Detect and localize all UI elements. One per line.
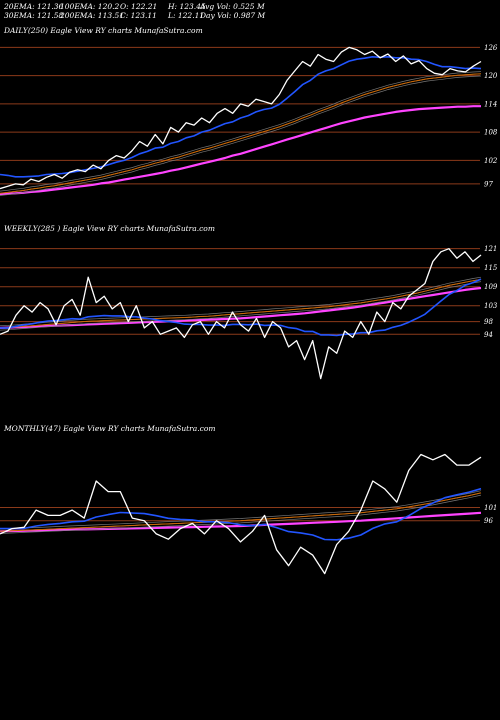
weekly-ema-band-line	[0, 281, 482, 331]
monthly-price-line	[0, 453, 482, 575]
weekly-ema-100-line	[0, 278, 482, 329]
monthly-ema-fast-line	[0, 487, 482, 541]
daily-ema-band-line	[0, 71, 482, 192]
monthly-chart-panel: MONTHLY(47) Eagle View RY charts MunafaS…	[0, 424, 500, 624]
weekly-chart-panel: WEEKLY(285 ) Eagle View RY charts Munafa…	[0, 224, 500, 410]
monthly-ema-band-line	[0, 494, 482, 534]
daily-level-label: 126	[484, 44, 498, 52]
daily-ema-200-line	[0, 105, 481, 196]
header-30ema: 30EMA: 121.58	[4, 11, 64, 20]
header-low: L: 122.11	[168, 11, 205, 20]
daily-chart-title: DAILY(250) Eagle View RY charts MunafaSu…	[4, 26, 203, 35]
daily-chart-panel: DAILY(250) Eagle View RY charts MunafaSu…	[0, 26, 500, 206]
header-high: H: 123.45	[168, 2, 206, 11]
daily-ema-fast-line	[0, 55, 482, 178]
weekly-level-label: 115	[484, 264, 498, 272]
weekly-level-label: 121	[484, 245, 497, 253]
daily-level-label: 108	[484, 129, 498, 137]
daily-level-label: 97	[484, 180, 493, 188]
daily-ema-band-line	[0, 73, 482, 194]
weekly-level-label: 98	[484, 318, 493, 326]
indicator-header: 20EMA: 121.36 100EMA: 120.2 O: 122.21 H:…	[0, 0, 500, 22]
weekly-level-label: 109	[484, 283, 498, 291]
monthly-level-label: 96	[484, 517, 493, 525]
weekly-chart-title: WEEKLY(285 ) Eagle View RY charts Munafa…	[4, 224, 215, 233]
monthly-chart: 101 96	[0, 453, 497, 575]
monthly-ema-band-line	[0, 490, 482, 530]
daily-ema-100-line	[0, 73, 482, 194]
weekly-ema-200-line	[0, 286, 482, 329]
header-open: O: 122.21	[120, 2, 158, 11]
monthly-level-label: 101	[484, 504, 497, 512]
monthly-ema-200-line	[0, 511, 482, 533]
weekly-chart: 121 115 109 103 98 94	[0, 245, 498, 380]
weekly-level-label: 94	[484, 331, 493, 339]
header-day-vol: Day Vol: 0.987 M	[200, 11, 266, 20]
header-20ema: 20EMA: 121.36	[4, 2, 64, 11]
daily-ema-band-line	[0, 75, 482, 196]
header-avg-vol: Avg Vol: 0.525 M	[200, 2, 265, 11]
header-close: C: 123.11	[120, 11, 157, 20]
monthly-ema-100-line	[0, 492, 482, 532]
header-100ema: 100EMA: 120.2	[60, 2, 120, 11]
weekly-price-line	[0, 248, 482, 380]
daily-level-label: 102	[484, 157, 498, 165]
daily-price-line	[0, 46, 482, 190]
weekly-ema-fast-line	[0, 278, 482, 337]
daily-chart: 126 120 114 108 102 97	[0, 44, 498, 196]
daily-level-label: 120	[484, 72, 498, 80]
daily-level-label: 114	[484, 100, 497, 108]
header-200ema: 200EMA: 113.51	[60, 11, 125, 20]
weekly-level-label: 103	[484, 302, 498, 310]
monthly-chart-title: MONTHLY(47) Eagle View RY charts MunafaS…	[4, 424, 216, 433]
